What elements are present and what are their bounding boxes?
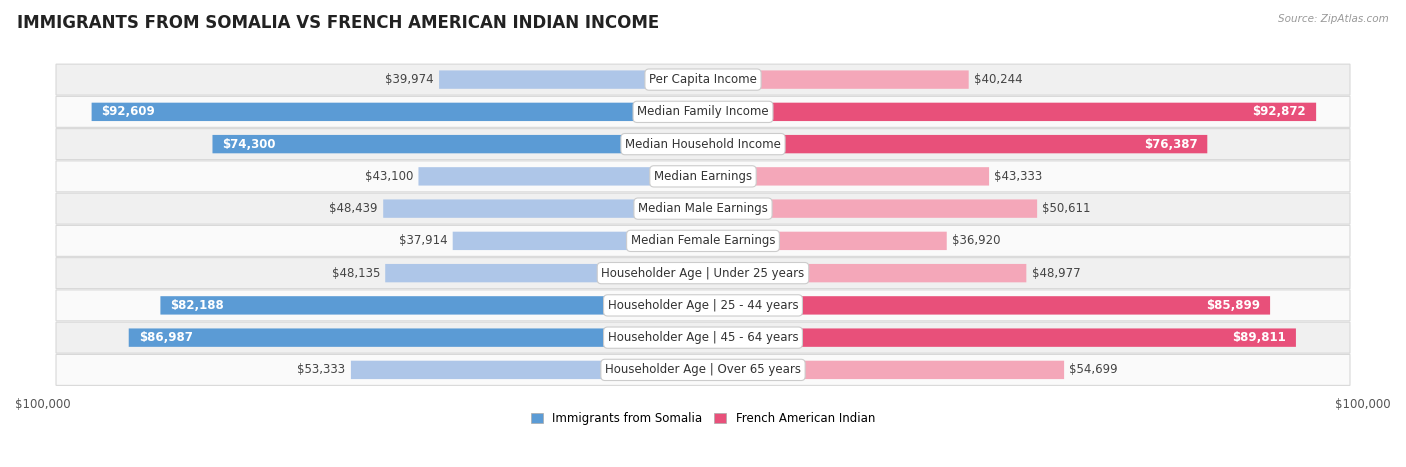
- FancyBboxPatch shape: [56, 226, 1350, 256]
- FancyBboxPatch shape: [129, 328, 703, 347]
- FancyBboxPatch shape: [56, 322, 1350, 353]
- FancyBboxPatch shape: [703, 328, 1296, 347]
- Text: $36,920: $36,920: [952, 234, 1001, 248]
- FancyBboxPatch shape: [703, 264, 1026, 283]
- FancyBboxPatch shape: [703, 296, 1270, 315]
- FancyBboxPatch shape: [56, 258, 1350, 289]
- FancyBboxPatch shape: [703, 361, 1064, 379]
- Text: $76,387: $76,387: [1143, 138, 1198, 151]
- FancyBboxPatch shape: [453, 232, 703, 250]
- FancyBboxPatch shape: [703, 232, 946, 250]
- Text: Median Family Income: Median Family Income: [637, 106, 769, 118]
- FancyBboxPatch shape: [56, 290, 1350, 321]
- Text: Median Female Earnings: Median Female Earnings: [631, 234, 775, 248]
- Text: $50,611: $50,611: [1042, 202, 1091, 215]
- FancyBboxPatch shape: [160, 296, 703, 315]
- Legend: Immigrants from Somalia, French American Indian: Immigrants from Somalia, French American…: [526, 408, 880, 430]
- Text: Householder Age | 45 - 64 years: Householder Age | 45 - 64 years: [607, 331, 799, 344]
- FancyBboxPatch shape: [703, 103, 1316, 121]
- Text: $48,439: $48,439: [329, 202, 378, 215]
- FancyBboxPatch shape: [56, 161, 1350, 192]
- Text: IMMIGRANTS FROM SOMALIA VS FRENCH AMERICAN INDIAN INCOME: IMMIGRANTS FROM SOMALIA VS FRENCH AMERIC…: [17, 14, 659, 32]
- Text: $92,872: $92,872: [1253, 106, 1306, 118]
- Text: Median Household Income: Median Household Income: [626, 138, 780, 151]
- FancyBboxPatch shape: [439, 71, 703, 89]
- FancyBboxPatch shape: [56, 96, 1350, 127]
- FancyBboxPatch shape: [56, 128, 1350, 160]
- Text: $48,977: $48,977: [1032, 267, 1080, 280]
- Text: $89,811: $89,811: [1232, 331, 1286, 344]
- Text: Householder Age | 25 - 44 years: Householder Age | 25 - 44 years: [607, 299, 799, 312]
- Text: $53,333: $53,333: [298, 363, 346, 376]
- FancyBboxPatch shape: [385, 264, 703, 283]
- FancyBboxPatch shape: [56, 193, 1350, 224]
- Text: Source: ZipAtlas.com: Source: ZipAtlas.com: [1278, 14, 1389, 24]
- FancyBboxPatch shape: [384, 199, 703, 218]
- Text: Householder Age | Over 65 years: Householder Age | Over 65 years: [605, 363, 801, 376]
- Text: $39,974: $39,974: [385, 73, 434, 86]
- Text: $48,135: $48,135: [332, 267, 380, 280]
- Text: $86,987: $86,987: [139, 331, 193, 344]
- FancyBboxPatch shape: [91, 103, 703, 121]
- Text: $85,899: $85,899: [1206, 299, 1260, 312]
- FancyBboxPatch shape: [703, 199, 1038, 218]
- Text: $43,100: $43,100: [364, 170, 413, 183]
- FancyBboxPatch shape: [419, 167, 703, 185]
- Text: $37,914: $37,914: [399, 234, 447, 248]
- FancyBboxPatch shape: [703, 71, 969, 89]
- FancyBboxPatch shape: [56, 64, 1350, 95]
- Text: $82,188: $82,188: [170, 299, 224, 312]
- FancyBboxPatch shape: [212, 135, 703, 153]
- Text: $74,300: $74,300: [222, 138, 276, 151]
- FancyBboxPatch shape: [352, 361, 703, 379]
- Text: $43,333: $43,333: [994, 170, 1043, 183]
- Text: $92,609: $92,609: [101, 106, 155, 118]
- Text: $40,244: $40,244: [974, 73, 1022, 86]
- Text: Per Capita Income: Per Capita Income: [650, 73, 756, 86]
- Text: Median Earnings: Median Earnings: [654, 170, 752, 183]
- Text: $54,699: $54,699: [1070, 363, 1118, 376]
- FancyBboxPatch shape: [703, 167, 988, 185]
- Text: Median Male Earnings: Median Male Earnings: [638, 202, 768, 215]
- FancyBboxPatch shape: [703, 135, 1208, 153]
- FancyBboxPatch shape: [56, 354, 1350, 385]
- Text: Householder Age | Under 25 years: Householder Age | Under 25 years: [602, 267, 804, 280]
